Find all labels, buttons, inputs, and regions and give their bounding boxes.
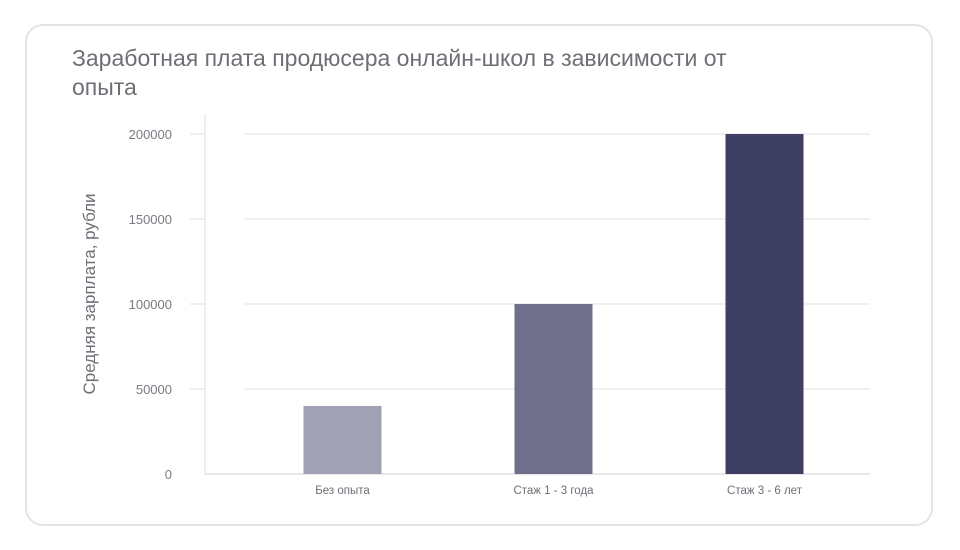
x-axis-categories: Без опыта Стаж 1 - 3 года Стаж 3 - 6 лет bbox=[315, 485, 802, 497]
y-tick-label: 0 bbox=[165, 467, 172, 482]
chart-title: Заработная плата продюсера онлайн-школ в… bbox=[72, 45, 727, 100]
y-tick-label: 50000 bbox=[136, 382, 172, 397]
x-category-label: Стаж 3 - 6 лет bbox=[727, 485, 803, 497]
bar bbox=[514, 304, 593, 474]
y-tick-label: 100000 bbox=[129, 297, 172, 312]
y-tick-label: 200000 bbox=[129, 127, 172, 142]
y-tick-label: 150000 bbox=[129, 212, 172, 227]
y-axis-label: Средняя зарплата, рубли bbox=[80, 193, 99, 394]
x-category-label: Без опыта bbox=[315, 485, 370, 497]
bar bbox=[303, 406, 382, 474]
bar bbox=[725, 134, 804, 474]
x-category-label: Стаж 1 - 3 года bbox=[513, 485, 594, 497]
y-axis-ticks: 0 50000 100000 150000 200000 bbox=[129, 127, 172, 482]
bars bbox=[303, 134, 804, 474]
